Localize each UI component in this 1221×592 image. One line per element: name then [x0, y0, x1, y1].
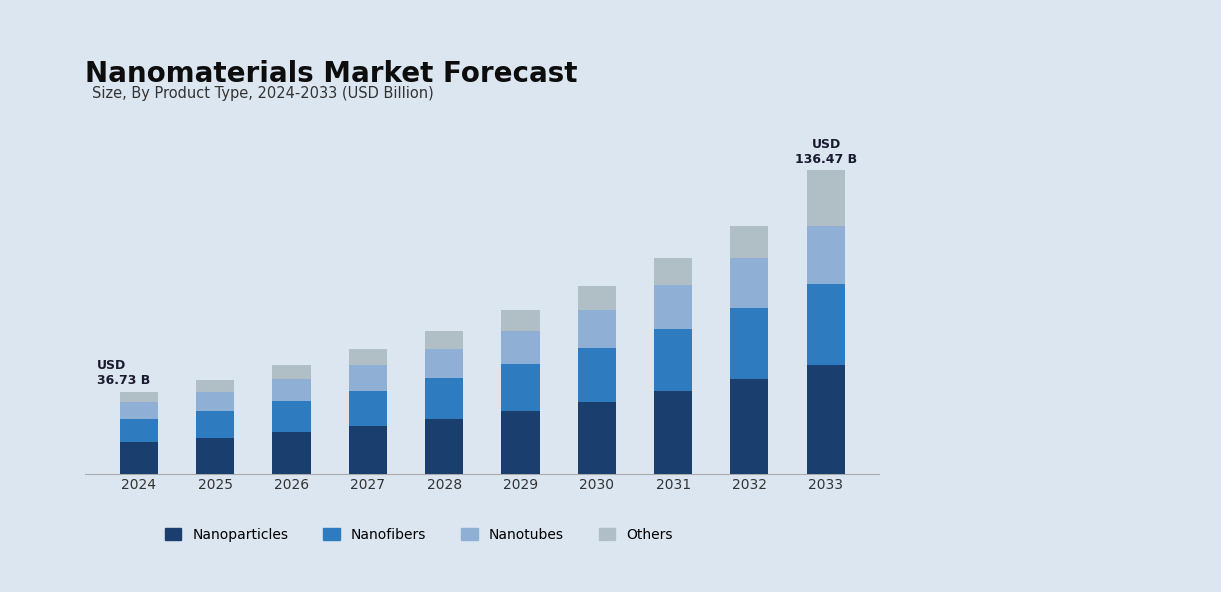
Bar — [197, 379, 234, 391]
Bar — [502, 331, 540, 364]
Bar — [578, 285, 615, 310]
Bar — [654, 330, 692, 391]
Bar — [197, 391, 234, 411]
Bar — [272, 365, 310, 379]
Bar — [730, 308, 768, 379]
Bar — [502, 310, 540, 331]
Bar — [807, 226, 845, 284]
Bar — [578, 348, 615, 402]
Bar — [120, 392, 158, 403]
Bar — [807, 284, 845, 365]
Bar — [349, 391, 387, 426]
Bar — [349, 365, 387, 391]
Bar — [120, 419, 158, 442]
Text: Nanomaterials Market Forecast: Nanomaterials Market Forecast — [85, 60, 578, 88]
Bar — [197, 411, 234, 437]
Bar — [349, 349, 387, 365]
Text: USD
136.47 B: USD 136.47 B — [795, 137, 857, 166]
Text: USD
36.73 B: USD 36.73 B — [96, 359, 150, 387]
Bar — [654, 258, 692, 285]
Bar — [120, 403, 158, 419]
Bar — [425, 349, 463, 378]
Bar — [502, 411, 540, 474]
Bar — [197, 437, 234, 474]
Bar — [272, 379, 310, 401]
Bar — [502, 364, 540, 411]
Text: Size, By Product Type, 2024-2033 (USD Billion): Size, By Product Type, 2024-2033 (USD Bi… — [92, 86, 433, 101]
Bar — [654, 391, 692, 474]
Bar — [807, 170, 845, 226]
Bar — [120, 442, 158, 474]
Bar — [425, 331, 463, 349]
Bar — [349, 426, 387, 474]
Bar — [807, 365, 845, 474]
Legend: Nanoparticles, Nanofibers, Nanotubes, Others: Nanoparticles, Nanofibers, Nanotubes, Ot… — [159, 522, 679, 548]
Bar — [730, 226, 768, 258]
Bar — [272, 432, 310, 474]
Bar — [578, 310, 615, 348]
Bar — [272, 401, 310, 432]
Bar — [730, 379, 768, 474]
Bar — [730, 258, 768, 308]
Bar — [425, 378, 463, 419]
Bar — [654, 285, 692, 330]
Bar — [578, 402, 615, 474]
Bar — [425, 419, 463, 474]
